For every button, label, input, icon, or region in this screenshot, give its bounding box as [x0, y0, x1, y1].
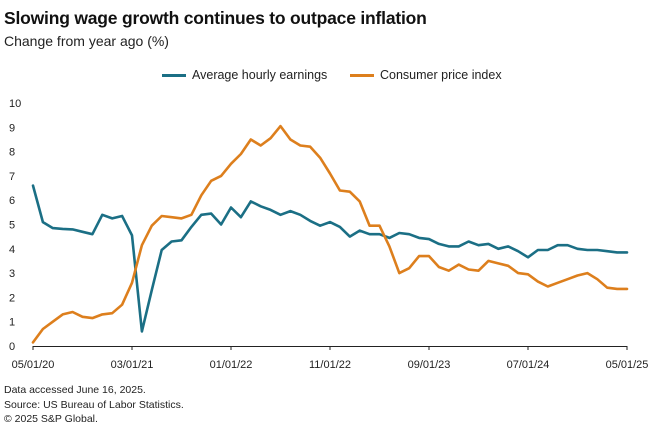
legend-item-consumer-price-index: Consumer price index: [350, 68, 502, 82]
y-axis: 0 1 2 3 4 5 6 7 8 9 10: [9, 98, 21, 353]
x-tick-label-05-01-20: 05/01/20: [12, 359, 55, 371]
legend-item-average-hourly-earnings: Average hourly earnings: [162, 68, 327, 82]
series-line-consumer-price-index: [31, 124, 629, 344]
legend-label-average-hourly-earnings: Average hourly earnings: [192, 68, 328, 82]
y-tick-label-10: 10: [9, 98, 21, 110]
y-tick-label-5: 5: [9, 220, 15, 232]
series-layer: [31, 124, 629, 344]
x-tick-label-11-01-22: 11/01/22: [309, 359, 351, 371]
y-tick-label-3: 3: [9, 268, 15, 280]
y-tick-label-0: 0: [9, 341, 15, 353]
series-line-average-hourly-earnings: [31, 184, 629, 333]
y-tick-label-9: 9: [9, 122, 15, 134]
note-copyright: © 2025 S&P Global.: [4, 413, 98, 425]
chart-notes: Data accessed June 16, 2025. Source: US …: [4, 383, 184, 427]
legend-swatch-consumer-price-index: [350, 73, 374, 77]
legend-label-consumer-price-index: Consumer price index: [380, 68, 502, 82]
y-tick-label-6: 6: [9, 195, 15, 207]
legend: Average hourly earnings Consumer price i…: [0, 68, 660, 86]
legend-swatch-average-hourly-earnings: [162, 73, 186, 77]
y-tick-label-4: 4: [9, 244, 15, 256]
note-data-accessed: Data accessed June 16, 2025.: [4, 384, 146, 396]
chart-subtitle: Change from year ago (%): [4, 33, 169, 49]
x-tick-label-01-01-22: 01/01/22: [210, 359, 253, 371]
x-tick-label-07-01-24: 07/01/24: [507, 359, 550, 371]
chart-title: Slowing wage growth continues to outpace…: [4, 8, 427, 28]
note-source: Source: US Bureau of Labor Statistics.: [4, 398, 184, 411]
x-tick-label-09-01-23: 09/01/23: [408, 359, 451, 371]
y-tick-label-1: 1: [9, 317, 15, 329]
x-tick-label-03-01-21: 03/01/21: [111, 359, 154, 371]
x-axis: 05/01/20 03/01/21 01/01/22 11/01/22 09/01/23…: [12, 346, 649, 371]
y-tick-label-7: 7: [9, 171, 15, 183]
y-tick-label-8: 8: [9, 147, 15, 159]
x-tick-label-05-01-25: 05/01/25: [606, 359, 649, 371]
y-tick-label-2: 2: [9, 292, 15, 304]
